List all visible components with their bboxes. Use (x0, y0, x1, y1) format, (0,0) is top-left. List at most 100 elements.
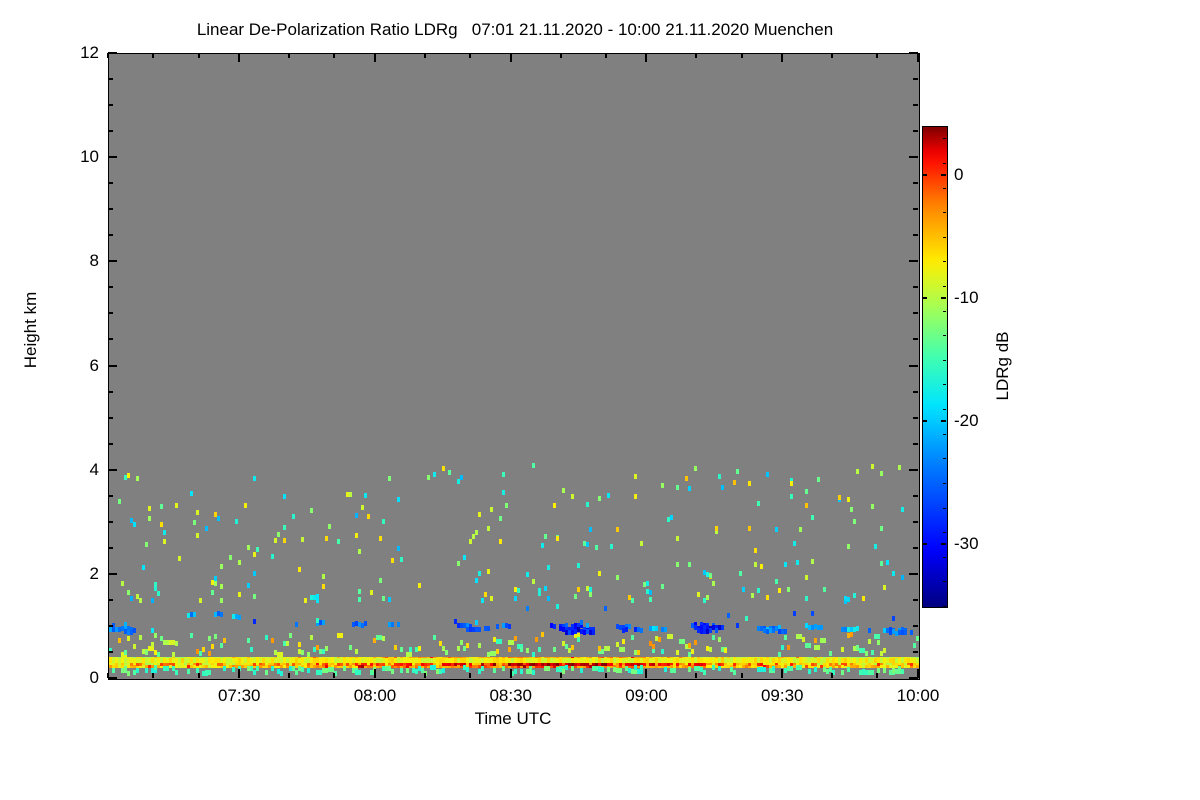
x-axis-title: Time UTC (474, 709, 552, 728)
y-tick-minor (108, 624, 113, 627)
x-tick-major-top (509, 53, 512, 62)
colorbar-tick (941, 543, 946, 546)
colorbar-tick-minor (943, 236, 946, 238)
colorbar-tick-label: 0 (954, 165, 964, 185)
x-tick-minor (695, 673, 698, 678)
colorbar-tick-minor (943, 532, 946, 534)
y-axis-title: Height km (21, 291, 40, 369)
x-tick-major (781, 669, 784, 678)
colorbar-tick-minor (943, 507, 946, 509)
y-tick-minor-right (913, 208, 918, 211)
colorbar-tick-minor (943, 286, 946, 287)
colorbar-tick-minor (943, 212, 946, 214)
x-tick-minor-top (469, 53, 471, 58)
colorbar-tick-left (922, 420, 927, 423)
y-tick-minor-right (913, 130, 918, 133)
y-tick-minor-right (913, 182, 918, 185)
y-tick-label: 4 (89, 459, 99, 479)
x-tick-major (509, 669, 512, 678)
y-tick-minor (108, 182, 113, 185)
x-tick-label: 08:00 (353, 686, 397, 705)
y-tick-major-right (909, 52, 918, 54)
x-tick-minor (559, 673, 562, 678)
y-tick-label: 12 (80, 43, 99, 62)
x-tick-minor (876, 673, 879, 678)
y-tick-label: 0 (89, 668, 99, 687)
x-tick-major (238, 669, 241, 678)
x-tick-minor-top (831, 53, 834, 58)
heatmap-canvas (109, 54, 919, 679)
y-tick-minor (108, 312, 113, 315)
y-tick-minor (108, 546, 113, 549)
x-tick-major (645, 669, 648, 678)
x-tick-major (917, 669, 919, 678)
colorbar-gradient (923, 127, 947, 607)
y-tick-major-right (909, 364, 918, 367)
y-tick-minor-right (913, 494, 918, 497)
x-tick-major-top (373, 53, 376, 62)
x-tick-major-top (645, 53, 648, 62)
y-tick-minor-right (913, 286, 918, 289)
y-tick-major (108, 156, 117, 159)
y-tick-minor (108, 494, 113, 497)
y-tick-minor-right (913, 520, 918, 523)
colorbar-tick (941, 174, 946, 177)
colorbar-tick-minor (943, 482, 946, 484)
x-tick-minor (152, 673, 155, 678)
heatmap-canvas-wrap (109, 54, 919, 679)
colorbar-tick-label: -10 (954, 288, 979, 308)
x-tick-major-top (917, 53, 919, 62)
x-tick-minor-top (107, 53, 109, 58)
x-tick-minor (604, 673, 607, 678)
y-tick-minor-right (913, 416, 918, 419)
y-tick-major (108, 572, 117, 575)
y-tick-major-right (909, 260, 918, 263)
y-tick-minor (108, 442, 113, 445)
colorbar-tick-minor (943, 187, 946, 189)
x-tick-minor (469, 673, 471, 678)
y-tick-major-right (909, 572, 918, 575)
colorbar-tick-left (922, 297, 927, 300)
y-tick-minor-right (913, 390, 918, 393)
plot-area (108, 53, 920, 680)
x-tick-minor (333, 673, 336, 678)
colorbar-tick-minor (943, 384, 946, 386)
y-tick-major (108, 677, 117, 679)
x-tick-minor-top (423, 53, 426, 58)
x-tick-minor-top (604, 53, 607, 58)
x-tick-label: 08:30 (489, 686, 533, 705)
y-tick-major-right (909, 468, 918, 471)
colorbar-tick-minor (943, 433, 946, 435)
x-tick-minor-top (876, 53, 879, 58)
colorbar-tick-minor (943, 556, 946, 558)
colorbar-title: LDRg dB (993, 331, 1012, 401)
colorbar-tick-minor (943, 581, 946, 583)
colorbar-tick-minor (943, 335, 946, 337)
colorbar-tick-minor (943, 606, 946, 607)
y-tick-major-right (909, 156, 918, 159)
y-tick-minor (108, 650, 113, 653)
y-tick-minor-right (913, 338, 918, 341)
colorbar-tick-minor (943, 409, 946, 411)
x-tick-major-top (238, 53, 241, 62)
x-tick-minor (288, 673, 290, 678)
x-tick-minor-top (740, 53, 743, 58)
colorbar-tick-minor (943, 310, 946, 312)
x-tick-minor (831, 673, 834, 678)
y-tick-minor-right (913, 650, 918, 653)
y-tick-major (108, 468, 117, 471)
x-tick-label: 09:30 (760, 686, 804, 705)
y-tick-minor (108, 130, 113, 133)
colorbar-tick-left (922, 543, 927, 546)
y-tick-major (108, 260, 117, 263)
x-tick-minor-top (333, 53, 336, 58)
x-tick-minor-top (152, 53, 155, 58)
x-tick-minor-top (695, 53, 698, 58)
x-tick-minor-top (197, 53, 200, 58)
x-tick-label: 09:00 (625, 686, 668, 705)
colorbar-tick-minor (943, 359, 946, 361)
y-tick-minor (108, 104, 113, 107)
colorbar-tick-label: -20 (954, 411, 979, 431)
x-tick-label: 10:00 (896, 686, 940, 705)
